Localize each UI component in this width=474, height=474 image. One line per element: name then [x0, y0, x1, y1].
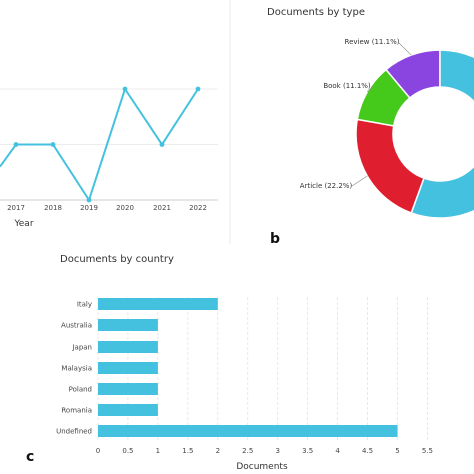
line-x-tick-label: 2020: [116, 204, 134, 212]
bar-x-tick-label: 5: [395, 447, 399, 455]
bar-category-label: Malaysia: [61, 365, 92, 373]
bar-x-tick-label: 2: [216, 447, 220, 455]
bar-title: Documents by country: [60, 254, 174, 265]
line-point: [13, 142, 19, 147]
donut-leader-line: [367, 85, 374, 93]
donut-slice-label: Book (11.1%): [323, 82, 371, 90]
donut-slice-label: Article (22.2%): [300, 182, 353, 190]
line-point: [50, 142, 56, 147]
donut-leader-line: [397, 41, 412, 56]
bar-category-label: Undefined: [56, 428, 92, 436]
line-x-tick-label: 2019: [80, 204, 98, 212]
line-x-tick-labels: 2017 2018 2019 2020 2021 2022: [7, 204, 207, 212]
panel-letter-c: c: [26, 449, 34, 465]
bar-category-labels: Italy Australia Japan Malaysia Poland Romania…: [56, 301, 92, 436]
bar-category-label: Poland: [69, 386, 92, 394]
panel-letter-b: b: [270, 231, 280, 247]
line-x-tick-label: 2018: [44, 204, 62, 212]
bar-x-axis-title: Documents: [236, 462, 288, 472]
donut-leader-line: [351, 175, 368, 187]
bar-x-tick-label: 1.5: [182, 447, 193, 455]
donut-labels: Review (11.1%) Book (11.1%) Article (22.2%…: [300, 38, 412, 190]
bar-bars: [98, 298, 398, 437]
line-x-tick-label: 2022: [189, 204, 207, 212]
line-x-axis-title: Year: [13, 219, 33, 229]
bar: [98, 298, 218, 310]
bar-x-tick-label: 0.5: [122, 447, 133, 455]
bar: [98, 383, 158, 395]
bar-x-tick-label: 3.5: [302, 447, 313, 455]
bar: [98, 341, 158, 353]
bar-x-tick-label: 0: [96, 447, 100, 455]
bar-x-tick-label: 2.5: [242, 447, 253, 455]
bar-category-label: Italy: [77, 301, 92, 309]
line-point: [86, 197, 92, 203]
donut-slice: [410, 49, 474, 219]
donut-chart: Documents by type Review (11.1%) Book (11…: [267, 7, 474, 247]
line-point: [122, 86, 128, 92]
bar: [98, 425, 398, 437]
bar-x-tick-label: 4: [335, 447, 340, 455]
donut-slices: [355, 49, 474, 219]
bar-category-label: Australia: [61, 322, 92, 330]
bar-x-tick-label: 5.5: [422, 447, 433, 455]
line-x-tick-label: 2021: [153, 204, 171, 212]
line-point: [195, 86, 201, 92]
donut-slice: [356, 68, 411, 127]
donut-slice: [355, 118, 425, 214]
bar-x-tick-label: 4.5: [362, 447, 373, 455]
donut-title: Documents by type: [267, 7, 365, 18]
bar: [98, 319, 158, 331]
bar-x-tick-labels: 0 0.5 1 1.5 2 2.5 3 3.5 4 4.5 5 5.5: [96, 447, 433, 455]
bar-chart: Documents by country Italy Australia Japan…: [26, 254, 433, 472]
bar-category-label: Japan: [71, 344, 92, 352]
bar-category-label: Romania: [61, 407, 92, 415]
bar-x-tick-label: 1: [156, 447, 160, 455]
line-points: [13, 86, 201, 203]
bar-x-tick-label: 3: [275, 447, 279, 455]
line-point: [159, 142, 165, 147]
donut-slice-label: Review (11.1%): [345, 38, 400, 46]
bar: [98, 404, 158, 416]
line-x-tick-label: 2017: [7, 204, 25, 212]
line-chart: 2017 2018 2019 2020 2021 2022 Year: [0, 86, 218, 229]
bar: [98, 362, 158, 374]
